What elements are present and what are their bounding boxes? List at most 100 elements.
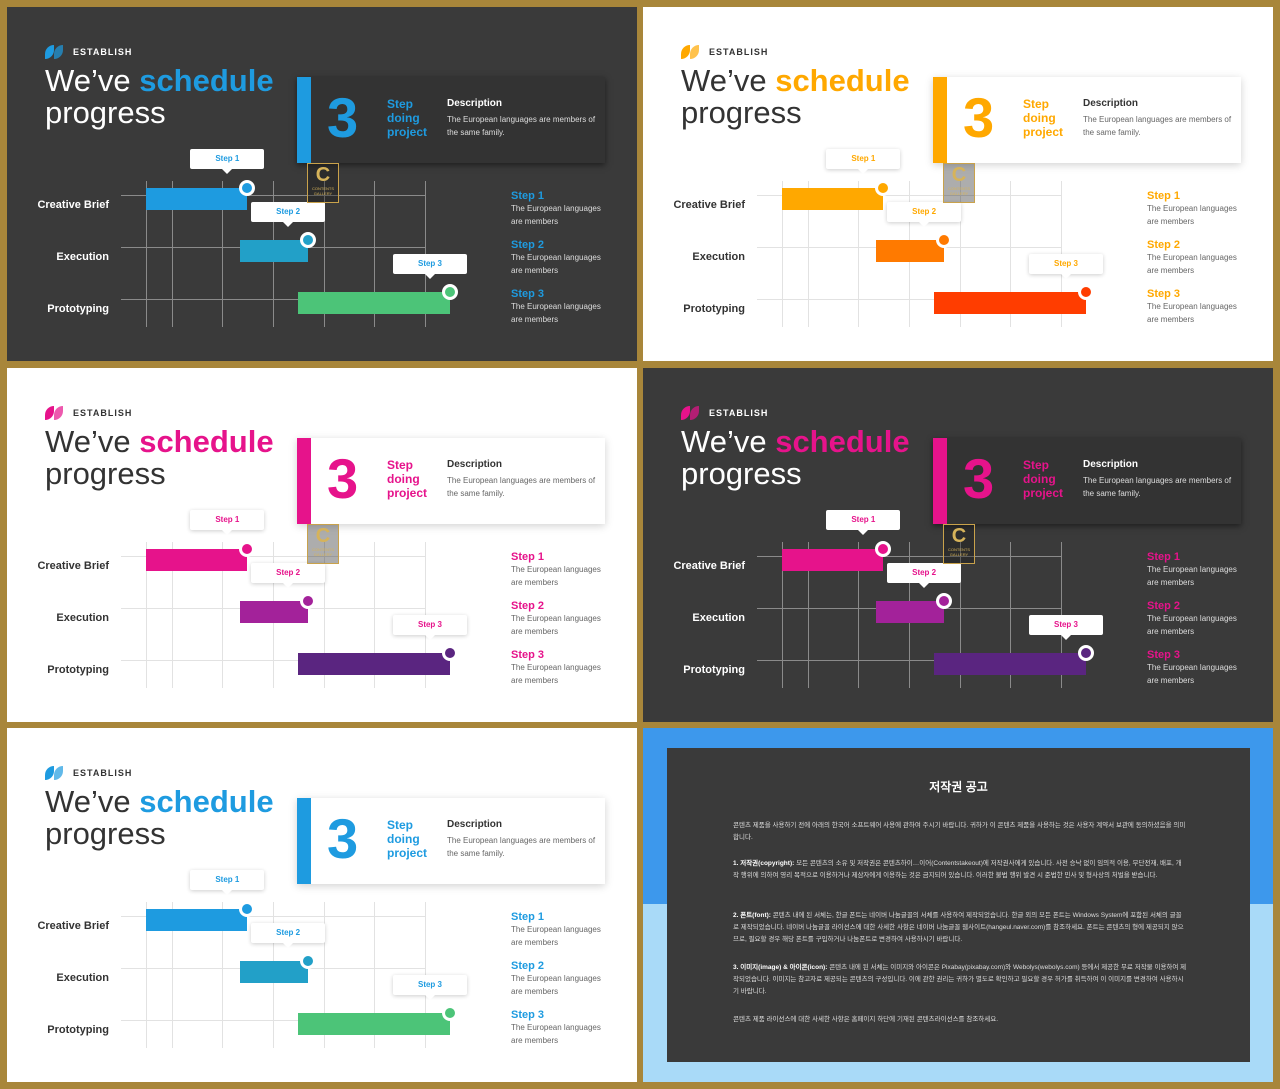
grid-line bbox=[782, 181, 783, 327]
step-word: Step bbox=[1023, 458, 1050, 472]
description-body: The European languages are members of th… bbox=[447, 115, 596, 137]
step-word: Step bbox=[387, 458, 414, 472]
step-heading: Step 1 bbox=[511, 551, 545, 563]
description-body: The European languages are members of th… bbox=[447, 836, 596, 858]
title-post: progress bbox=[45, 95, 166, 130]
grid-line bbox=[171, 902, 173, 1048]
brand-name: ESTABLISH bbox=[73, 47, 133, 57]
gantt-bar bbox=[934, 292, 1086, 314]
watermark-text: CONTENTS GALLERY bbox=[312, 547, 334, 557]
title-post: progress bbox=[45, 816, 166, 851]
brand: ESTABLISH bbox=[45, 45, 132, 59]
gantt-marker bbox=[936, 232, 953, 248]
doing-word: doing bbox=[387, 111, 420, 125]
contents-gallery-watermark: C CONTENTS GALLERY bbox=[307, 163, 339, 203]
grid-line bbox=[323, 542, 325, 688]
grid-line bbox=[858, 542, 860, 688]
step-item: Step 3 The European languages are member… bbox=[511, 649, 621, 698]
grid-line bbox=[374, 181, 376, 327]
title-pre: We’ve bbox=[681, 424, 767, 459]
big-number: 3 bbox=[327, 807, 359, 870]
step-callout: Step 3 bbox=[393, 254, 467, 279]
gantt-bar bbox=[934, 653, 1086, 675]
watermark-letter: C bbox=[315, 164, 331, 186]
title-post: progress bbox=[45, 456, 166, 491]
step-list: Step 1 The European languages are member… bbox=[1147, 190, 1257, 337]
step-list: Step 1 The European languages are member… bbox=[511, 911, 621, 1058]
step-body: The European languages are members bbox=[1147, 302, 1237, 324]
gantt-bar bbox=[298, 653, 450, 675]
gantt-row-label: Creative Brief bbox=[37, 920, 109, 932]
gantt-row-label: Creative Brief bbox=[673, 560, 745, 572]
step-heading: Step 3 bbox=[511, 649, 545, 661]
title-pre: We’ve bbox=[45, 63, 131, 98]
gantt-marker bbox=[875, 541, 892, 557]
gantt-bar bbox=[875, 240, 945, 262]
step-heading: Step 2 bbox=[1147, 239, 1181, 251]
grid-line bbox=[323, 902, 325, 1048]
step-item: Step 3 The European languages are member… bbox=[1147, 649, 1257, 698]
doing-word: doing bbox=[387, 832, 420, 846]
step-item: Step 3 The European languages are member… bbox=[1147, 288, 1257, 337]
info-box: 3 Step doing project Description The Eur… bbox=[297, 77, 605, 163]
doing-word: doing bbox=[1023, 472, 1056, 486]
step-doing-project: Step doing project bbox=[1023, 97, 1083, 139]
step-word: Step bbox=[387, 97, 414, 111]
step-body: The European languages are members bbox=[511, 204, 601, 226]
description-body: The European languages are members of th… bbox=[1083, 115, 1232, 137]
step-callout: Step 3 bbox=[393, 615, 467, 640]
step-item: Step 1 The European languages are member… bbox=[511, 551, 621, 600]
grid-line bbox=[222, 542, 224, 688]
brand-name: ESTABLISH bbox=[709, 408, 769, 418]
step-list: Step 1 The European languages are member… bbox=[511, 551, 621, 698]
contents-gallery-watermark: C CONTENTS GALLERY bbox=[307, 524, 339, 564]
gantt-row-label: Creative Brief bbox=[673, 199, 745, 211]
project-word: project bbox=[1023, 486, 1064, 500]
gantt-marker bbox=[442, 284, 458, 300]
grid-line bbox=[1010, 542, 1012, 688]
info-accent-bar bbox=[297, 438, 311, 524]
grid-line bbox=[146, 181, 147, 327]
gantt-marker bbox=[442, 645, 458, 661]
step-heading: Step 2 bbox=[511, 960, 545, 972]
gantt-row-label: Prototyping bbox=[683, 664, 745, 676]
brand-name: ESTABLISH bbox=[709, 47, 769, 57]
gantt-bar bbox=[875, 601, 945, 623]
grid-line bbox=[1010, 181, 1012, 327]
leaf-logo-icon bbox=[45, 766, 65, 780]
notice-section-label: 2. 폰트(font): bbox=[733, 912, 771, 919]
step-callout: Step 2 bbox=[887, 202, 962, 227]
gantt-bar bbox=[146, 549, 248, 571]
grid-line bbox=[807, 542, 809, 688]
notice-section-text: 콘텐츠 내에 된 서체는 이미지와 아이콘은 Pixabay(pixabay.c… bbox=[733, 964, 1187, 995]
step-list: Step 1 The European languages are member… bbox=[511, 190, 621, 337]
step-callout: Step 2 bbox=[251, 563, 326, 588]
gantt-row-label: Prototyping bbox=[683, 303, 745, 315]
contents-gallery-watermark: C CONTENTS GALLERY bbox=[943, 524, 975, 564]
description-body: The European languages are members of th… bbox=[447, 476, 596, 498]
step-body: The European languages are members bbox=[1147, 565, 1237, 587]
notice-section-text: 모든 콘텐츠의 소유 및 저작권은 콘텐츠하이…이어(Contentstakeo… bbox=[733, 860, 1182, 879]
grid-line bbox=[146, 902, 147, 1048]
notice-panel: 저작권 공고 콘텐츠 제품을 사용하기 전에 아래의 한국어 소프트웨어 사용에… bbox=[667, 748, 1250, 1062]
title-pre: We’ve bbox=[681, 63, 767, 98]
schedule-slide: ESTABLISH We’ve schedule progress 3 Step… bbox=[7, 7, 637, 361]
step-heading: Step 2 bbox=[511, 239, 545, 251]
project-word: project bbox=[1023, 125, 1064, 139]
step-item: Step 2 The European languages are member… bbox=[511, 960, 621, 1009]
grid-line bbox=[959, 542, 961, 688]
brand: ESTABLISH bbox=[681, 406, 768, 420]
gantt-row-label: Prototyping bbox=[47, 1024, 109, 1036]
step-body: The European languages are members bbox=[1147, 614, 1237, 636]
gantt-bar bbox=[146, 188, 248, 210]
gantt-marker bbox=[239, 180, 256, 196]
step-callout: Step 1 bbox=[190, 870, 265, 895]
gantt-bar bbox=[298, 1013, 450, 1035]
gantt-row-label: Prototyping bbox=[47, 664, 109, 676]
brand: ESTABLISH bbox=[681, 45, 768, 59]
grid-line bbox=[222, 181, 224, 327]
step-heading: Step 1 bbox=[511, 911, 545, 923]
grid-line bbox=[222, 902, 224, 1048]
slide-title: We’ve schedule progress bbox=[681, 426, 910, 490]
notice-heading: 저작권 공고 bbox=[929, 780, 988, 794]
